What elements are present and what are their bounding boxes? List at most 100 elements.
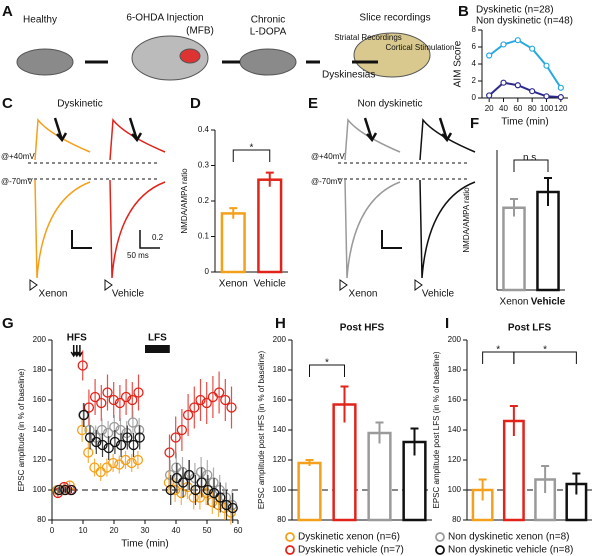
point	[128, 439, 139, 451]
y-tick-label: 140	[33, 425, 47, 434]
point	[221, 499, 232, 511]
panel-label: F	[470, 115, 479, 132]
x-tick-label: Xenon	[219, 279, 248, 290]
point	[60, 484, 71, 496]
point	[78, 409, 90, 421]
point	[543, 93, 550, 100]
trace	[419, 118, 476, 161]
point	[486, 92, 493, 99]
y-tick-label: 200	[448, 335, 462, 344]
x-tick-label: 30	[141, 526, 150, 535]
scale-bar	[71, 230, 92, 249]
line	[488, 39, 562, 89]
panel-label: I	[445, 315, 449, 332]
stim-arrow	[414, 279, 423, 291]
point	[226, 402, 237, 413]
legend-entry: Dyskinetic xenon (n=6)	[298, 532, 400, 543]
trace-label: Xenon	[349, 289, 378, 300]
point	[83, 447, 94, 458]
trace	[109, 118, 166, 161]
brain	[131, 35, 209, 81]
y-axis-label: EPSC amplitude (in % of baseline)	[17, 368, 26, 491]
x-tick-label: 0	[50, 526, 55, 535]
panel-label: H	[275, 315, 286, 332]
y-tick-label: 2	[472, 76, 477, 85]
point	[53, 484, 65, 496]
y-tick-label: 8	[472, 25, 477, 34]
scale-bar	[139, 230, 160, 249]
y-axis-label: EPSC amplitude post HFS (in % of baselin…	[257, 351, 266, 510]
y-tick-label: 0.3	[198, 161, 210, 170]
point	[500, 41, 507, 48]
bar	[297, 461, 322, 522]
point	[120, 454, 131, 466]
lfs-label: LFS	[148, 333, 167, 344]
trace-label: Vehicle	[112, 289, 145, 300]
point	[529, 88, 536, 95]
point	[170, 432, 181, 443]
y-axis-label: EPSC amplitude post LFS (in % of baselin…	[432, 351, 441, 508]
label: Dyskinesias	[322, 70, 375, 81]
point	[227, 502, 238, 514]
legend-marker	[285, 532, 295, 542]
y-tick-label: 180	[448, 365, 462, 374]
point	[188, 492, 199, 503]
y-tick-label: 180	[33, 365, 47, 374]
point	[220, 394, 231, 406]
point	[121, 427, 132, 439]
y-tick-label: 0.4	[198, 125, 210, 134]
slice	[353, 32, 431, 78]
chart-title: Post LFS	[508, 323, 552, 334]
y-tick-label: 120	[448, 455, 462, 464]
point	[514, 37, 521, 44]
hfs-arrow	[76, 345, 84, 358]
bar	[367, 431, 392, 522]
point	[132, 454, 144, 466]
legend-marker	[435, 545, 445, 555]
error-bar	[305, 459, 314, 466]
hfs-label: HFS	[67, 333, 87, 344]
point	[202, 484, 214, 496]
panel-label: E	[308, 95, 318, 112]
trace	[419, 179, 476, 279]
error-bar	[229, 207, 238, 219]
legend-entry: Non dyskinetic (n=48)	[476, 16, 573, 27]
y-tick-label: 6	[472, 42, 477, 51]
trace-label: Vehicle	[422, 289, 455, 300]
x-tick-label: 100	[540, 104, 554, 113]
point	[77, 360, 88, 371]
y-tick-label: 4	[472, 59, 477, 68]
point	[66, 484, 77, 496]
legend-entry: Dyskinetic (n=28)	[476, 5, 554, 16]
panel-label: G	[2, 315, 14, 332]
point	[543, 62, 550, 69]
error-bar	[544, 177, 552, 206]
holding-label: @-70mV	[1, 177, 33, 186]
label: Cortical Stimulation	[386, 43, 455, 52]
x-tick-label: Vehicle	[531, 297, 566, 308]
x-tick-label: 20	[485, 104, 494, 113]
point	[115, 439, 127, 451]
label: Striatal Recordings	[334, 33, 402, 42]
point	[486, 52, 493, 59]
stim-arrow	[104, 279, 113, 291]
label: (MFB)	[186, 26, 214, 37]
point	[189, 402, 200, 413]
error-bar	[410, 427, 419, 456]
x-axis-label: Time (min)	[501, 117, 548, 128]
x-tick-label: 80	[528, 104, 537, 113]
label: 6-OHDA Injection	[126, 13, 203, 24]
x-tick-label: Xenon	[500, 297, 529, 308]
legend-marker	[435, 532, 445, 542]
bar	[257, 178, 283, 274]
x-axis-label: Time (min)	[121, 539, 168, 550]
trace	[109, 179, 166, 279]
label: Chronic	[251, 15, 285, 26]
scale-label: 0.2	[152, 233, 164, 242]
label: Slice recordings	[359, 13, 430, 24]
point	[102, 387, 113, 398]
point	[133, 387, 144, 398]
point	[195, 394, 206, 406]
y-tick-label: 200	[33, 335, 47, 344]
point	[127, 394, 138, 406]
